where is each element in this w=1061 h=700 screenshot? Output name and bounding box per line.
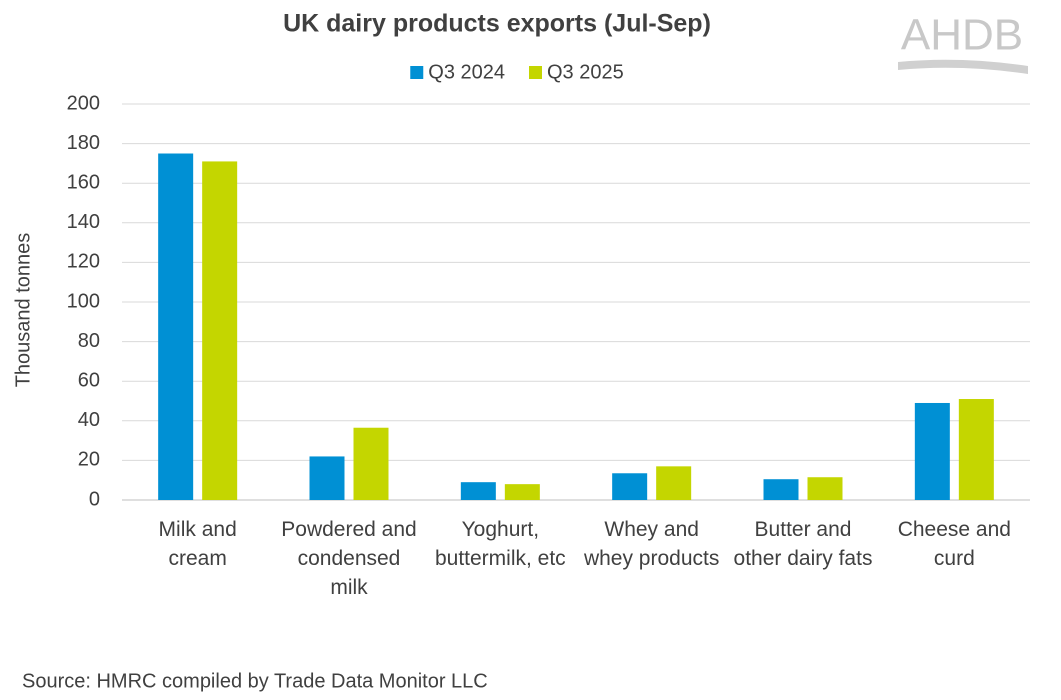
legend-label: Q3 2025 <box>547 61 624 83</box>
bar <box>309 456 345 500</box>
x-tick-label: Milk and cream <box>158 518 237 570</box>
legend-label: Q3 2024 <box>428 61 505 83</box>
bar <box>656 466 692 500</box>
y-tick-label: 60 <box>78 369 100 391</box>
y-tick-label: 140 <box>67 211 100 233</box>
x-tick-label: Butter and other dairy fats <box>733 518 873 570</box>
y-tick-label: 120 <box>67 251 100 273</box>
y-tick-label: 200 <box>67 92 100 114</box>
bar <box>353 427 389 500</box>
bar <box>202 161 238 501</box>
x-tick-label: Whey and whey products <box>583 518 720 570</box>
x-tick-label: Yoghurt, buttermilk, etc <box>434 518 566 570</box>
logo-swoosh <box>898 59 1028 74</box>
y-tick-label: 0 <box>89 488 100 510</box>
y-tick-label: 20 <box>78 449 100 471</box>
y-tick-label: 80 <box>78 330 100 352</box>
y-tick-label: 180 <box>67 132 100 154</box>
bar <box>460 482 496 500</box>
y-tick-label: 160 <box>67 171 100 193</box>
bar <box>612 473 648 500</box>
legend-swatch <box>529 66 542 79</box>
x-tick-label: Cheese and curd <box>897 518 1011 570</box>
y-tick-label: 40 <box>78 409 100 431</box>
bar <box>914 402 950 500</box>
y-axis-label: Thousand tonnes <box>12 233 34 388</box>
bar <box>158 153 194 500</box>
bar <box>958 399 994 500</box>
y-tick-label: 100 <box>67 290 100 312</box>
chart-title: UK dairy products exports (Jul-Sep) <box>283 10 711 38</box>
bar <box>807 477 843 500</box>
bar <box>763 479 799 500</box>
legend-swatch <box>410 66 424 79</box>
logo: AHDB <box>901 11 1023 60</box>
x-tick-label: Powdered and condensed milk <box>281 518 417 599</box>
source: Source: HMRC compiled by Trade Data Moni… <box>22 670 488 692</box>
bar <box>504 484 540 500</box>
